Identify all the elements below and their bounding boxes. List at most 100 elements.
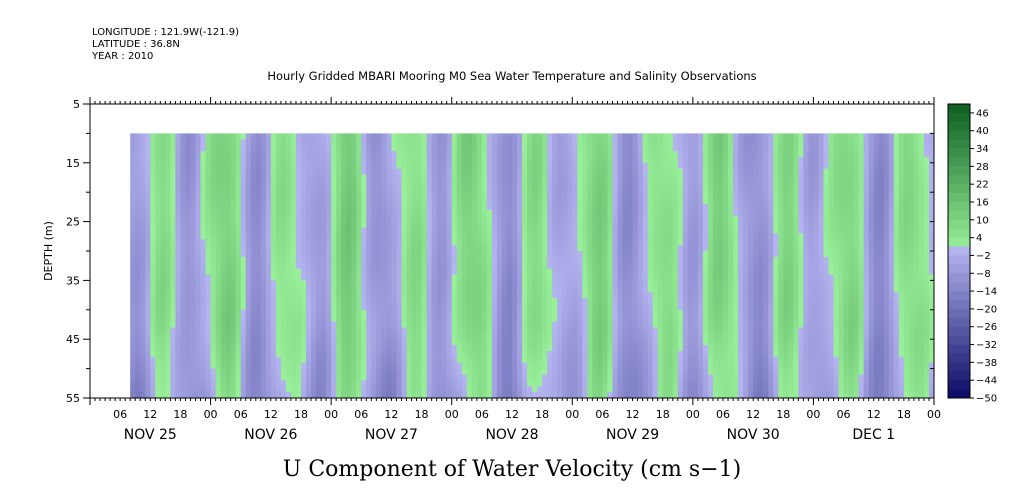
heatmap-cell	[426, 221, 433, 228]
heatmap-cell	[622, 327, 628, 334]
heatmap-cell	[512, 327, 518, 334]
heatmap-cell	[301, 186, 307, 193]
heatmap-cell	[295, 362, 302, 369]
heatmap-cell	[270, 139, 277, 146]
heatmap-cell	[160, 350, 166, 358]
heatmap-cell	[501, 298, 508, 305]
heatmap-cell	[582, 168, 588, 175]
heatmap-cell	[491, 368, 498, 375]
heatmap-cell	[476, 151, 483, 158]
heatmap-cell	[632, 321, 638, 328]
heatmap-cell	[476, 133, 483, 140]
heatmap-cell	[346, 380, 352, 387]
heatmap-cell	[381, 339, 387, 346]
heatmap-cell	[361, 215, 367, 222]
heatmap-cell	[351, 362, 357, 369]
heatmap-cell	[667, 292, 674, 299]
heatmap-cell	[547, 227, 553, 234]
heatmap-cell	[416, 192, 422, 199]
heatmap-cell	[185, 386, 191, 393]
heatmap-cell	[471, 251, 478, 258]
heatmap-cell	[346, 274, 352, 281]
heatmap-cell	[461, 139, 468, 146]
heatmap-cell	[336, 198, 342, 205]
heatmap-cell	[230, 374, 237, 381]
heatmap-cell	[522, 239, 528, 246]
heatmap-cell	[401, 156, 407, 164]
heatmap-cell	[647, 292, 654, 299]
heatmap-cell	[210, 192, 216, 199]
heatmap-cell	[195, 245, 201, 252]
heatmap-cell	[306, 327, 312, 334]
heatmap-cell	[642, 168, 649, 175]
heatmap-cell	[431, 251, 438, 258]
heatmap-cell	[416, 151, 422, 158]
heatmap-cell	[140, 151, 146, 158]
heatmap-cell	[185, 298, 191, 305]
heatmap-cell	[517, 374, 523, 381]
heatmap-cell	[371, 321, 377, 328]
heatmap-cell	[557, 280, 563, 287]
heatmap-cell	[542, 386, 548, 393]
heatmap-cell	[155, 256, 161, 264]
heatmap-cell	[401, 145, 407, 152]
heatmap-cell	[336, 374, 342, 381]
heatmap-cell	[316, 209, 322, 217]
heatmap-cell	[290, 256, 297, 264]
heatmap-cell	[426, 321, 433, 328]
heatmap-cell	[215, 151, 222, 158]
heatmap-cell	[557, 262, 563, 270]
heatmap-cell	[371, 198, 377, 205]
heatmap-cell	[632, 262, 638, 270]
heatmap-cell	[441, 162, 448, 170]
heatmap-cell	[496, 286, 503, 293]
heatmap-cell	[220, 392, 227, 399]
heatmap-cell	[411, 156, 417, 164]
heatmap-cell	[351, 315, 357, 322]
heatmap-cell	[557, 327, 563, 334]
heatmap-cell	[396, 162, 402, 170]
heatmap-cell	[401, 215, 407, 222]
heatmap-cell	[336, 203, 342, 211]
heatmap-cell	[366, 262, 372, 270]
heatmap-cell	[481, 156, 488, 164]
heatmap-cell	[632, 368, 638, 375]
heatmap-cell	[150, 309, 156, 317]
heatmap-cell	[170, 292, 176, 299]
heatmap-cell	[547, 168, 553, 175]
heatmap-cell	[476, 362, 483, 369]
heatmap-cell	[321, 303, 327, 311]
heatmap-cell	[180, 133, 186, 140]
heatmap-cell	[255, 315, 262, 322]
heatmap-cell	[130, 251, 136, 258]
heatmap-cell	[491, 162, 498, 170]
heatmap-cell	[597, 168, 603, 175]
heatmap-cell	[265, 303, 272, 311]
heatmap-cell	[662, 186, 669, 193]
heatmap-cell	[582, 292, 588, 299]
heatmap-cell	[501, 233, 508, 240]
heatmap-cell	[416, 350, 422, 358]
heatmap-cell	[527, 145, 533, 152]
heatmap-cell	[662, 251, 669, 258]
heatmap-cell	[557, 156, 563, 164]
heatmap-cell	[245, 303, 252, 311]
heatmap-cell	[326, 180, 332, 187]
heatmap-cell	[326, 350, 332, 358]
heatmap-cell	[366, 139, 372, 146]
heatmap-cell	[506, 368, 513, 375]
heatmap-cell	[391, 309, 397, 317]
heatmap-cell	[140, 303, 146, 311]
heatmap-cell	[396, 268, 402, 275]
heatmap-cell	[346, 345, 352, 352]
heatmap-cell	[321, 339, 327, 346]
heatmap-cell	[491, 298, 498, 305]
heatmap-cell	[185, 245, 191, 252]
heatmap-cell	[411, 368, 417, 375]
heatmap-cell	[501, 162, 508, 170]
heatmap-cell	[336, 280, 342, 287]
heatmap-cell	[572, 221, 578, 228]
heatmap-cell	[446, 321, 453, 328]
heatmap-cell	[466, 321, 473, 328]
heatmap-cell	[582, 274, 588, 281]
